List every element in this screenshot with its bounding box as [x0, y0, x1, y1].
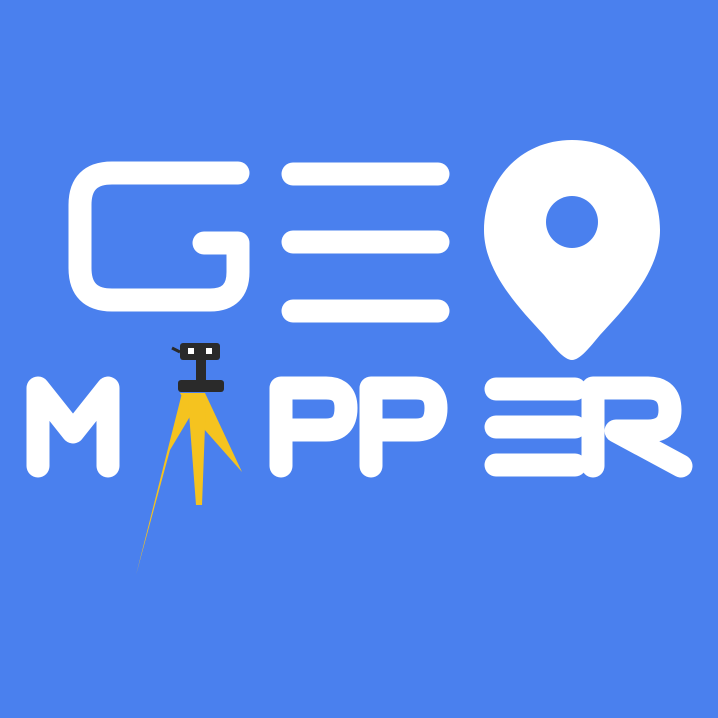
letter-p-1 [269, 376, 358, 478]
letter-r [581, 376, 693, 478]
letter-g [68, 161, 250, 312]
survey-tripod-icon [136, 343, 242, 575]
letter-m [26, 376, 120, 478]
letter-p-2 [359, 376, 448, 478]
letter-e-2 [484, 377, 587, 477]
map-pin-icon [484, 140, 660, 360]
letter-e [281, 162, 450, 323]
